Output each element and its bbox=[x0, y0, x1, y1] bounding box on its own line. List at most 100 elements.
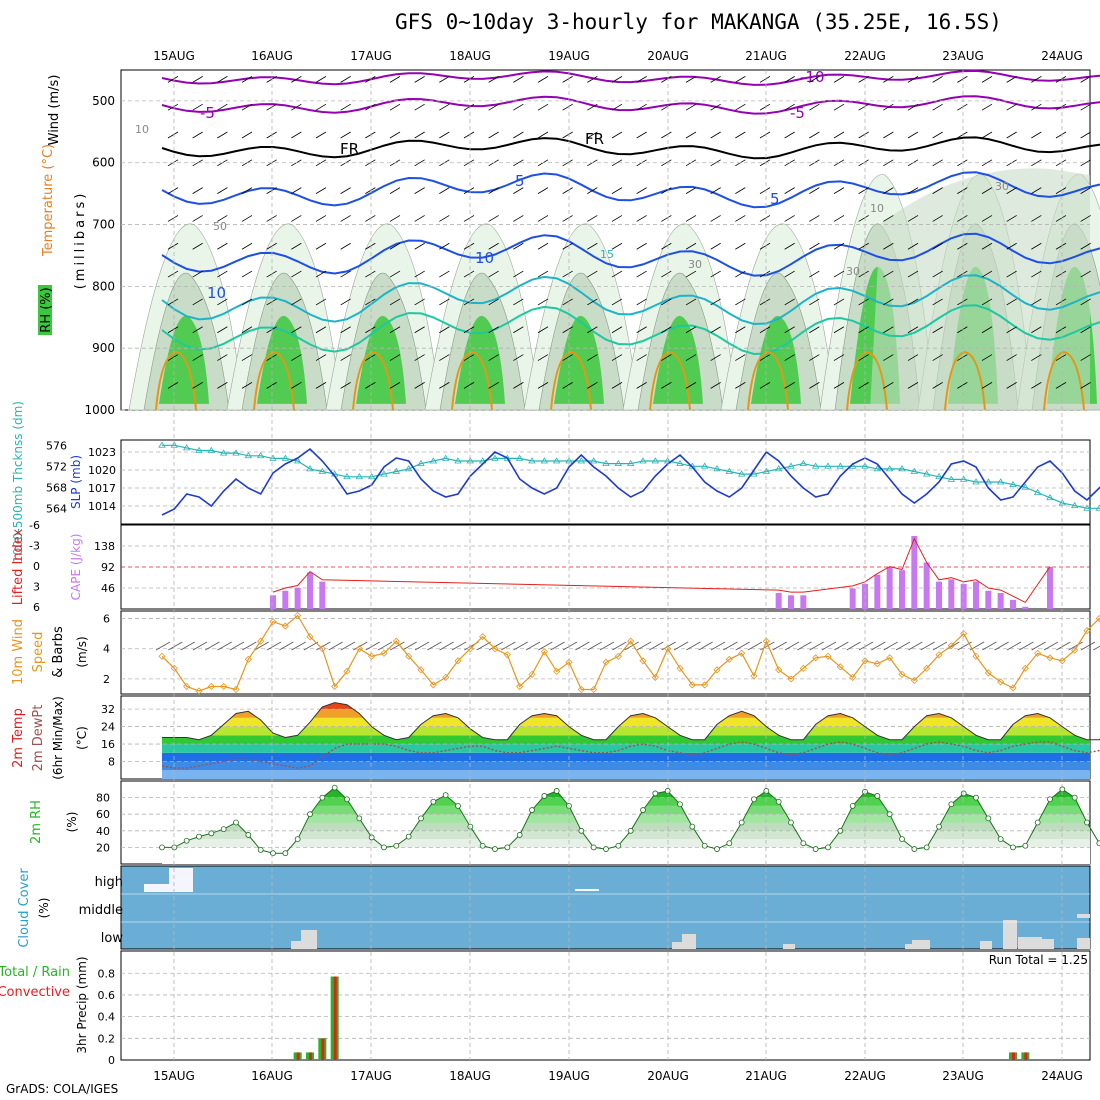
wind-barb bbox=[587, 215, 598, 222]
wind-barb bbox=[463, 159, 475, 167]
wind-barb bbox=[1055, 242, 1067, 250]
wind-barb bbox=[710, 76, 721, 83]
wind-barb bbox=[513, 159, 524, 167]
wind-barb bbox=[291, 354, 302, 361]
wind-barb bbox=[710, 326, 721, 334]
thickness-point bbox=[380, 470, 388, 477]
wind-barb-10m bbox=[772, 641, 787, 651]
wind-barb-10m bbox=[168, 641, 183, 651]
wind-barb bbox=[981, 187, 993, 194]
contour-label: 30 bbox=[846, 265, 860, 278]
wind-barb bbox=[291, 242, 302, 250]
wind-barb bbox=[414, 326, 425, 334]
wind-barb bbox=[365, 187, 376, 194]
wind-barb bbox=[439, 76, 450, 83]
wind-barb bbox=[932, 382, 943, 389]
wind-barb bbox=[389, 270, 401, 278]
wind-axis-label: Wind (m/s) bbox=[47, 75, 62, 146]
rh-point bbox=[590, 844, 597, 851]
wind-barb bbox=[1055, 326, 1067, 334]
wind-barb-10m bbox=[377, 641, 393, 651]
wind-barb-10m bbox=[476, 641, 491, 651]
wind-barb bbox=[833, 131, 845, 139]
wind-barb bbox=[562, 103, 573, 111]
wind-barb bbox=[439, 187, 450, 194]
wind-barb bbox=[710, 215, 721, 222]
wind-speed-point bbox=[491, 645, 499, 653]
wind-speed-point bbox=[1021, 664, 1029, 672]
wind-barb bbox=[537, 215, 549, 222]
wind-barb bbox=[439, 242, 450, 250]
cape-bar bbox=[899, 570, 905, 609]
wind-speed-point bbox=[799, 664, 807, 672]
wind-barb bbox=[562, 159, 573, 167]
cape-bar bbox=[948, 579, 955, 609]
wind-barb bbox=[167, 298, 179, 306]
wind-barb-10m bbox=[1006, 641, 1022, 651]
wind-barb bbox=[488, 298, 499, 306]
wind-barb bbox=[414, 354, 425, 361]
temp-contour-warm bbox=[253, 350, 295, 411]
wind-barb bbox=[981, 382, 993, 389]
wind-label-1: 10m Wind bbox=[11, 619, 26, 685]
thickness-point bbox=[343, 472, 351, 480]
wind-speed-point bbox=[331, 682, 339, 691]
wind-barb bbox=[389, 76, 401, 83]
thickness-point bbox=[861, 462, 869, 469]
wind-barb bbox=[315, 354, 327, 361]
wind-speed-point bbox=[651, 673, 659, 681]
wind-barb bbox=[513, 270, 524, 278]
wind-barb bbox=[1055, 215, 1067, 222]
wind-barb bbox=[809, 270, 820, 278]
date-label-bottom: 20AUG bbox=[647, 1069, 689, 1083]
temp-contour-warm bbox=[451, 350, 493, 411]
wind-barb-10m bbox=[797, 641, 812, 651]
wind-barb-10m bbox=[562, 641, 578, 651]
thickness-point bbox=[651, 457, 660, 464]
wind-speed-point bbox=[849, 673, 857, 681]
cape-bar bbox=[874, 574, 881, 609]
rh-point bbox=[418, 815, 424, 822]
rh-point bbox=[245, 832, 252, 838]
cloud-level-label: low bbox=[101, 931, 124, 946]
wind-speed-point bbox=[244, 655, 252, 663]
wind-barb bbox=[562, 326, 573, 334]
thickness-point bbox=[552, 457, 561, 464]
wind-barb bbox=[291, 76, 302, 83]
rh-point bbox=[455, 803, 461, 809]
rh-point bbox=[1047, 796, 1053, 803]
wind-barb-10m bbox=[205, 641, 220, 651]
rh-point bbox=[307, 811, 313, 818]
wind-barb bbox=[735, 187, 746, 194]
wind-barb bbox=[1080, 215, 1091, 222]
wind-barb bbox=[1055, 187, 1067, 194]
date-label-bottom: 17AUG bbox=[350, 1069, 392, 1083]
precip-tick: 0.6 bbox=[98, 989, 116, 1002]
wind-barb bbox=[241, 131, 253, 139]
wind-barb bbox=[809, 298, 820, 306]
wind-tick: 6 bbox=[103, 613, 110, 626]
temp-unit-label: (°C) bbox=[75, 726, 89, 750]
wind-barb bbox=[611, 159, 623, 167]
date-label-top: 22AUG bbox=[844, 49, 886, 63]
rh-point bbox=[775, 798, 782, 805]
wind-barb bbox=[167, 326, 179, 334]
li-tick: 6 bbox=[33, 601, 40, 614]
wind-barb bbox=[883, 298, 894, 306]
precip-panel bbox=[120, 950, 1091, 1061]
wind-barb bbox=[562, 270, 573, 278]
wind-speed-point bbox=[553, 667, 561, 675]
wind-barb bbox=[858, 270, 869, 278]
rh-point bbox=[948, 801, 955, 808]
wind-speed-point bbox=[627, 637, 635, 645]
rh-point bbox=[319, 794, 326, 801]
wind-barb bbox=[587, 298, 598, 306]
thickness-point bbox=[1083, 504, 1091, 511]
wind-speed-point bbox=[195, 687, 203, 695]
rh-point bbox=[381, 844, 387, 851]
temp-line bbox=[162, 702, 1100, 741]
wind-barb bbox=[611, 354, 623, 361]
wind-barb bbox=[685, 215, 697, 222]
wind-barb bbox=[710, 103, 721, 111]
wind-barb-10m bbox=[254, 641, 269, 651]
